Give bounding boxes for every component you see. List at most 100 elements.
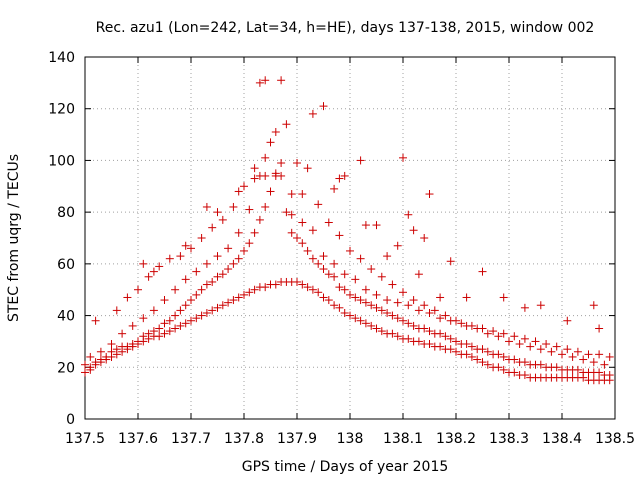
data-point bbox=[340, 285, 349, 294]
data-point bbox=[399, 153, 407, 162]
data-point bbox=[261, 202, 270, 211]
data-point bbox=[340, 171, 349, 180]
data-point bbox=[595, 324, 604, 333]
data-point bbox=[123, 293, 132, 302]
y-tick-label: 20 bbox=[57, 360, 75, 376]
data-point bbox=[181, 319, 190, 328]
data-point bbox=[192, 267, 201, 276]
data-point bbox=[250, 174, 259, 183]
data-point bbox=[351, 314, 360, 323]
data-point bbox=[314, 288, 323, 297]
x-tick-label: 137.8 bbox=[224, 431, 264, 447]
data-point bbox=[361, 319, 370, 328]
data-point bbox=[436, 293, 445, 302]
data-point bbox=[308, 285, 317, 294]
data-point bbox=[335, 283, 344, 292]
data-point bbox=[372, 290, 381, 299]
data-point bbox=[536, 301, 545, 310]
data-point bbox=[531, 337, 540, 346]
data-point bbox=[91, 360, 100, 369]
data-point bbox=[436, 314, 445, 323]
data-point bbox=[197, 234, 206, 242]
data-point bbox=[372, 303, 381, 312]
chart-title: Rec. azu1 (Lon=242, Lat=34, h=HE), days … bbox=[96, 20, 595, 36]
data-point bbox=[356, 316, 365, 325]
data-point bbox=[383, 296, 392, 305]
data-point bbox=[319, 102, 328, 111]
data-point bbox=[399, 316, 407, 325]
data-point bbox=[520, 371, 529, 380]
data-point bbox=[218, 270, 227, 279]
data-point bbox=[393, 314, 402, 323]
data-point bbox=[134, 285, 142, 294]
data-point bbox=[261, 171, 270, 180]
x-tick-label: 138 bbox=[337, 431, 364, 447]
data-point bbox=[420, 234, 429, 242]
data-point bbox=[547, 347, 556, 356]
data-point bbox=[420, 324, 429, 333]
data-point bbox=[192, 290, 201, 299]
y-tick-label: 140 bbox=[48, 50, 75, 66]
data-point bbox=[340, 270, 349, 279]
data-point bbox=[282, 208, 291, 217]
data-point bbox=[473, 355, 482, 364]
data-point bbox=[605, 371, 614, 380]
data-point bbox=[314, 259, 323, 268]
data-point bbox=[462, 293, 471, 302]
data-point bbox=[181, 275, 190, 284]
data-point bbox=[234, 228, 243, 237]
data-point bbox=[187, 316, 195, 325]
data-point bbox=[303, 283, 312, 292]
data-point bbox=[409, 321, 418, 330]
data-point bbox=[340, 308, 349, 317]
data-point bbox=[499, 329, 508, 338]
data-point bbox=[409, 296, 418, 305]
data-point bbox=[377, 306, 386, 315]
axis-ticks: 137.5 137.6 137.7 137.8 137.9 138 138.1 138.2 13… bbox=[48, 50, 635, 447]
data-point bbox=[202, 259, 211, 268]
data-point bbox=[202, 202, 211, 211]
data-point bbox=[271, 280, 280, 289]
data-point bbox=[287, 210, 296, 219]
data-point bbox=[213, 303, 222, 312]
data-point bbox=[462, 340, 471, 349]
data-point bbox=[393, 241, 402, 250]
data-point bbox=[181, 241, 190, 250]
data-point bbox=[155, 324, 164, 333]
data-point bbox=[155, 332, 164, 341]
data-point bbox=[229, 202, 238, 211]
y-tick-label: 0 bbox=[66, 412, 75, 428]
data-point bbox=[383, 308, 392, 317]
data-point bbox=[240, 290, 248, 299]
data-point bbox=[287, 190, 296, 199]
data-point bbox=[414, 270, 423, 279]
data-point bbox=[462, 350, 471, 359]
data-point bbox=[245, 205, 254, 214]
data-point bbox=[160, 296, 169, 305]
data-point bbox=[483, 347, 492, 356]
data-point bbox=[266, 187, 275, 196]
data-point bbox=[149, 267, 158, 276]
data-point bbox=[388, 280, 397, 289]
data-point bbox=[446, 334, 455, 343]
data-point bbox=[430, 306, 439, 315]
data-point bbox=[144, 329, 153, 338]
data-point bbox=[494, 332, 503, 341]
data-point bbox=[118, 329, 127, 338]
data-point bbox=[404, 319, 413, 328]
data-point bbox=[510, 368, 519, 377]
data-point bbox=[462, 321, 471, 330]
data-point bbox=[425, 340, 434, 349]
data-point bbox=[202, 280, 211, 289]
data-points bbox=[81, 76, 614, 385]
data-point bbox=[234, 187, 243, 196]
data-point bbox=[346, 311, 354, 320]
data-point bbox=[277, 76, 286, 85]
x-tick-label: 137.7 bbox=[171, 431, 211, 447]
data-point bbox=[282, 120, 291, 129]
data-point bbox=[425, 190, 434, 199]
y-axis-label: STEC from uqrg / TECUs bbox=[6, 154, 22, 322]
data-point bbox=[573, 365, 582, 374]
data-point bbox=[149, 327, 158, 336]
data-point bbox=[409, 226, 418, 235]
